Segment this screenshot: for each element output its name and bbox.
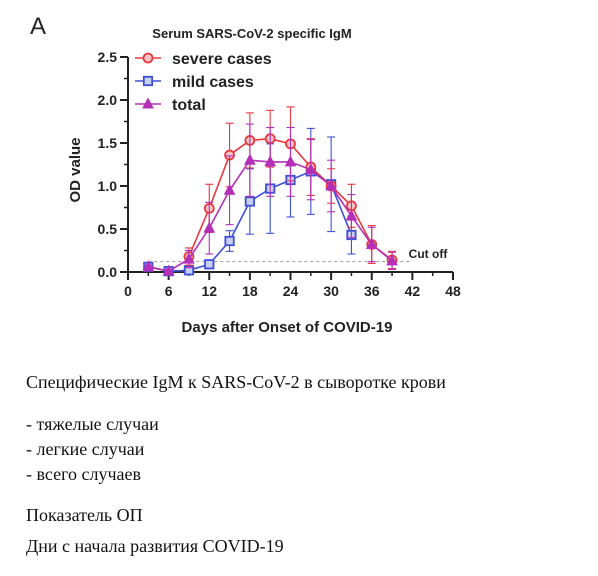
cutoff-annotation: Cut off	[409, 247, 449, 261]
data-point	[224, 235, 235, 247]
data-point	[244, 196, 255, 207]
legend-marker	[142, 97, 154, 109]
x-tick-label: 6	[165, 283, 173, 299]
x-axis-label: Days after Onset of COVID-19	[182, 319, 393, 336]
data-point	[162, 264, 175, 276]
chart-title: Serum SARS-CoV-2 specific IgM	[152, 26, 351, 41]
data-point	[244, 153, 256, 165]
series-total	[142, 123, 398, 276]
legend-marker	[142, 52, 154, 64]
y-tick-label: 1.5	[98, 135, 118, 151]
data-point	[183, 252, 195, 264]
x-tick-label: 18	[242, 283, 258, 299]
legend-label: total	[172, 97, 206, 114]
caption-legend-item: - всего случаев	[26, 464, 142, 484]
legend-label: mild cases	[172, 74, 254, 91]
data-point	[204, 259, 215, 270]
y-tick-label: 2.0	[98, 92, 118, 108]
x-tick-label: 24	[283, 283, 299, 299]
legend-marker	[142, 75, 154, 87]
y-tick-label: 0.5	[98, 221, 118, 237]
caption-legend-item: - тяжелые случаи	[26, 414, 159, 434]
data-point	[386, 254, 398, 266]
data-point	[365, 237, 378, 249]
caption-legend-item: - легкие случаи	[26, 439, 145, 459]
chart: A Serum SARS-CoV-2 specific IgM OD value…	[30, 13, 461, 336]
axes: 0.0 0.5 1.0 1.5 2.0 2.5 0 6 12 18 24 30 36 42 48	[98, 49, 461, 299]
data-point	[325, 179, 337, 191]
legend: severe cases mild cases total	[135, 51, 272, 114]
x-tick-label: 12	[201, 283, 217, 299]
y-axis-label: OD value	[67, 137, 84, 202]
data-point	[142, 260, 155, 272]
x-tick-label: 36	[364, 283, 380, 299]
x-tick-label: 0	[124, 283, 132, 299]
legend-label: severe cases	[172, 51, 272, 68]
data-point	[223, 183, 236, 195]
caption-title: Специфические IgM к SARS-CoV-2 в сыворот…	[26, 372, 446, 392]
plot-area	[142, 106, 413, 277]
x-tick-label: 30	[323, 283, 339, 299]
x-tick-label: 42	[405, 283, 421, 299]
data-point	[284, 155, 297, 167]
y-tick-label: 2.5	[98, 49, 118, 65]
x-tick-label: 48	[445, 283, 461, 299]
y-tick-label: 0.0	[98, 264, 118, 280]
caption-ylabel: Показатель ОП	[26, 505, 143, 525]
data-point	[203, 221, 216, 233]
data-point	[264, 155, 277, 167]
caption-xlabel: Дни с начала развития COVID-19	[26, 536, 284, 556]
data-point	[345, 209, 358, 221]
panel-letter: A	[30, 13, 46, 40]
y-tick-label: 1.0	[98, 178, 118, 194]
data-point	[304, 163, 317, 175]
